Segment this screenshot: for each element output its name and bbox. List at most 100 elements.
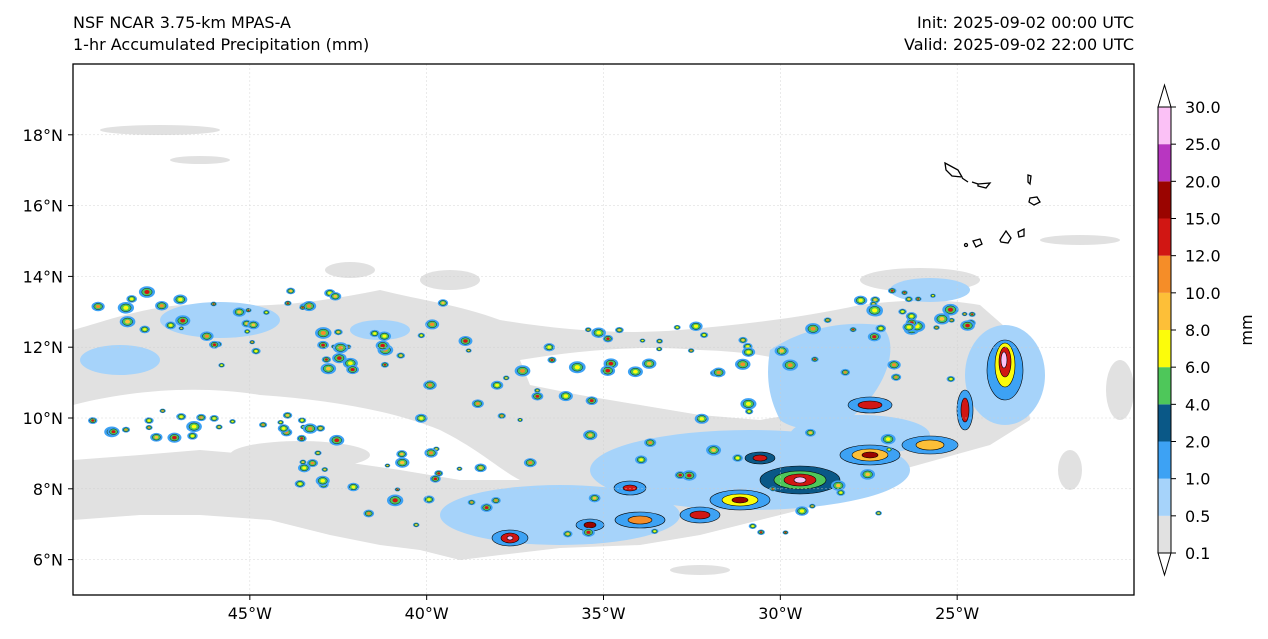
convective-cell (306, 459, 319, 468)
colorbar-tick-label: 2.0 (1185, 433, 1210, 452)
convective-cell (656, 338, 664, 344)
colorbar: 0.1 0.5 1.0 2.0 4.0 6.0 8.0 10.0 12.0 15.0 20.0 25.… (1157, 83, 1256, 577)
convective-cell (229, 419, 236, 424)
convective-cell (375, 340, 390, 351)
convective-cell (880, 433, 896, 445)
convective-cell (386, 494, 404, 507)
convective-cell (891, 373, 902, 381)
convective-cell (948, 317, 955, 323)
colorbar-tick-label: 8.0 (1185, 321, 1210, 340)
colorbar-segment (1158, 292, 1171, 330)
convective-cell (808, 503, 816, 509)
colorbar-tick-label: 20.0 (1185, 172, 1221, 191)
convective-cell (145, 425, 153, 431)
convective-cell (502, 375, 510, 381)
gridlines (73, 64, 1134, 595)
convective-cell (694, 413, 709, 424)
map-area (73, 64, 1134, 595)
colorbar-tick-label: 0.5 (1185, 507, 1210, 526)
convective-cell (929, 293, 936, 298)
convective-cell (251, 347, 261, 355)
convective-cell (414, 413, 428, 423)
convective-cell (458, 336, 473, 347)
convective-cell (740, 398, 757, 410)
convective-cell (735, 358, 751, 370)
convective-cell (905, 312, 918, 321)
convective-cell (591, 327, 606, 338)
colorbar-segment (1158, 255, 1171, 293)
colorbar-tick-label: 4.0 (1185, 395, 1210, 414)
lon-tick-label: 35°W (581, 604, 625, 623)
convective-cell (121, 426, 131, 433)
convective-cell (901, 290, 908, 296)
convective-cell (732, 454, 743, 462)
convective-cell (849, 327, 857, 333)
convective-cell (866, 304, 884, 317)
convective-cell (119, 316, 136, 328)
convective-cell (465, 348, 472, 353)
convective-cell (424, 448, 438, 458)
convective-cell (804, 428, 816, 437)
convective-cell (286, 287, 296, 295)
colorbar-tick-label: 6.0 (1185, 358, 1210, 377)
colorbar-segment (1158, 330, 1171, 368)
colorbar-tick-label: 25.0 (1185, 135, 1221, 154)
convective-cell (333, 328, 343, 336)
convective-cell (91, 301, 105, 312)
convective-cell (315, 424, 326, 432)
lon-tick-label: 40°W (405, 604, 449, 623)
convective-cell (314, 450, 322, 456)
convective-cell (641, 358, 657, 369)
convective-cell (209, 340, 220, 349)
colorbar-tick-label: 1.0 (1185, 470, 1210, 489)
convective-cell (215, 424, 223, 430)
convective-cell (497, 412, 506, 419)
colorbar-extend-min (1157, 552, 1172, 577)
convective-cell (296, 434, 307, 442)
convective-cell (417, 332, 426, 339)
colorbar-segment (1158, 404, 1171, 442)
convective-cell (380, 361, 389, 368)
colorbar-extend-max (1157, 83, 1172, 108)
convective-cell (262, 309, 270, 315)
lon-tick-label: 45°W (228, 604, 272, 623)
convective-cell (88, 417, 98, 424)
convective-cell (150, 432, 163, 442)
convective-cell (582, 527, 595, 537)
convective-cell (960, 320, 975, 331)
cape-verde-islands (944, 161, 1041, 248)
convective-cell (934, 313, 950, 325)
convective-cell (531, 392, 544, 401)
convective-cell (795, 506, 809, 516)
convective-cell (329, 434, 345, 446)
convective-cell (898, 308, 907, 315)
convective-cell (588, 493, 601, 503)
convective-cell (757, 529, 765, 535)
convective-cell (159, 408, 166, 414)
convective-cell (961, 311, 968, 317)
convective-cell (284, 300, 292, 306)
convective-cell (434, 470, 444, 477)
convective-cell (831, 480, 846, 491)
convective-cell (914, 296, 922, 302)
colorbar-tick-label: 30.0 (1185, 98, 1221, 117)
convective-cell (377, 331, 392, 341)
convective-cell (321, 467, 329, 472)
convective-cell (210, 301, 217, 307)
colorbar-segment (1158, 107, 1171, 145)
convective-cell (745, 408, 754, 415)
convective-cells (88, 286, 976, 538)
colorbar-segment (1158, 441, 1171, 479)
convective-cell (600, 365, 616, 376)
convective-cell (583, 430, 598, 441)
convective-cell (853, 295, 868, 306)
convective-cell (887, 360, 901, 370)
convective-cell (562, 530, 573, 538)
lat-tick-label: 18°N (23, 126, 63, 145)
convective-cell (294, 480, 306, 488)
convective-cell (320, 363, 337, 375)
convective-cell (423, 495, 435, 504)
convective-cell (748, 523, 757, 530)
colorbar-tick-label: 12.0 (1185, 247, 1221, 266)
